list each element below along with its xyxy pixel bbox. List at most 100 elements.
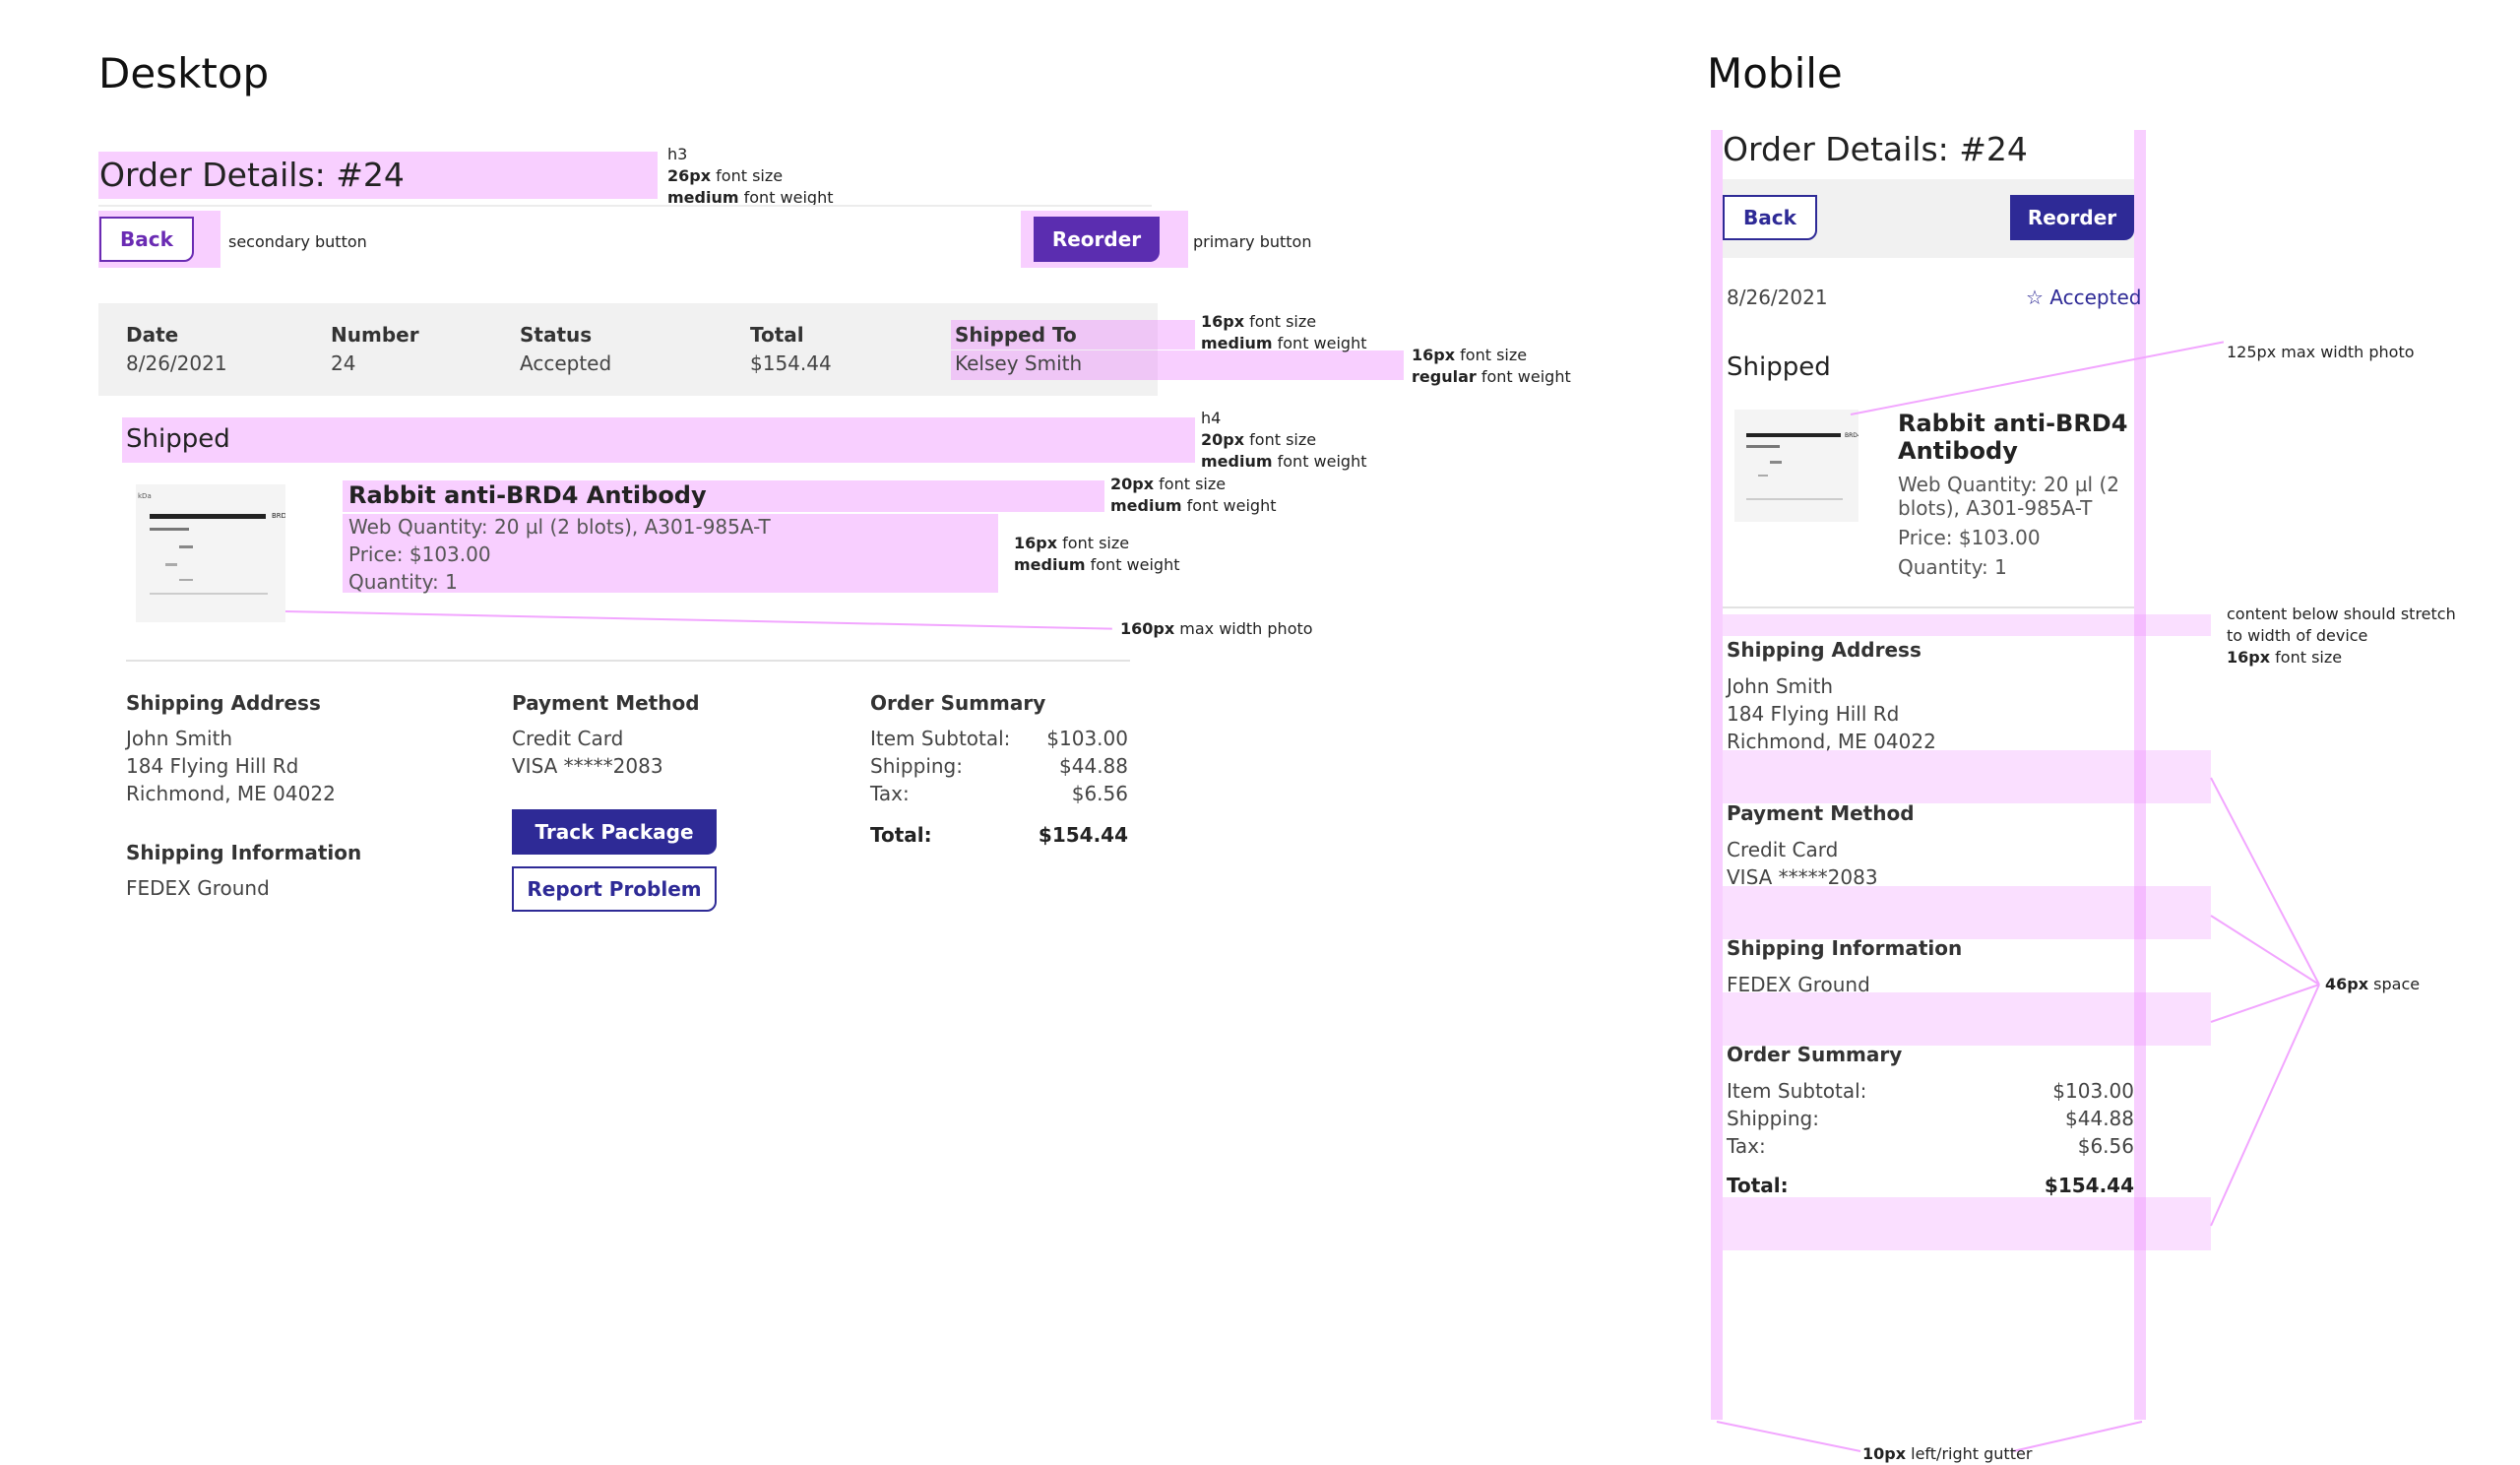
mobile-shipping-address-line1: 184 Flying Hill Rd bbox=[1727, 702, 1900, 726]
stretch-indicator bbox=[1723, 614, 2211, 636]
right-gutter bbox=[2134, 130, 2146, 1420]
mobile-total-row: Total: $154.44 bbox=[1727, 1174, 2134, 1197]
annotation-h3: h3 26px font size medium font weight bbox=[667, 145, 834, 207]
number-value: 24 bbox=[331, 351, 356, 375]
number-label: Number bbox=[331, 323, 419, 347]
shipped-heading: Shipped bbox=[126, 424, 230, 454]
header-rule bbox=[98, 205, 1152, 207]
mobile-shipping-value: $44.88 bbox=[2065, 1107, 2134, 1130]
gutter-callout-lines bbox=[1716, 1421, 2143, 1452]
product-price: Price: $103.00 bbox=[348, 542, 491, 566]
total-value: $154.44 bbox=[750, 351, 832, 375]
total-label: Total bbox=[750, 323, 804, 347]
report-problem-button[interactable]: Report Problem bbox=[512, 866, 717, 912]
annotation-shipped-to-value: 16px font size regular font weight bbox=[1412, 346, 1571, 386]
tax-value: $6.56 bbox=[1071, 782, 1128, 805]
mobile-total-value: $154.44 bbox=[2044, 1174, 2134, 1197]
mobile-product-quantity: Quantity: 1 bbox=[1898, 555, 2007, 579]
mobile-date-value: 8/26/2021 bbox=[1727, 286, 1828, 309]
order-summary-label: Order Summary bbox=[870, 691, 1046, 715]
payment-method-value: Credit Card bbox=[512, 727, 624, 750]
reorder-button[interactable]: Reorder bbox=[1034, 217, 1160, 262]
product-name: Rabbit anti-BRD4 Antibody bbox=[348, 481, 707, 509]
mobile-product-photo: BRD4 bbox=[1734, 410, 1858, 522]
summary-total-value: $154.44 bbox=[1038, 823, 1128, 847]
svg-text:BRD4: BRD4 bbox=[272, 512, 285, 520]
product-photo: kDa BRD4 bbox=[136, 484, 285, 622]
payment-method-label: Payment Method bbox=[512, 691, 700, 715]
highlight-shipped-to-value bbox=[951, 350, 1404, 380]
annotation-mobile-photo-width: 125px max width photo bbox=[2227, 343, 2415, 361]
subtotal-value: $103.00 bbox=[1046, 727, 1128, 750]
mobile-shipped-heading: Shipped bbox=[1727, 352, 1831, 382]
mobile-shipping-address-label: Shipping Address bbox=[1727, 638, 1922, 662]
date-label: Date bbox=[126, 323, 179, 347]
photo-callout-line bbox=[284, 610, 1112, 630]
star-icon: ☆ bbox=[2026, 286, 2044, 309]
mobile-tax-label: Tax: bbox=[1727, 1134, 1766, 1158]
mobile-status: ☆ Accepted bbox=[2026, 286, 2141, 309]
shipping-address-line2: Richmond, ME 04022 bbox=[126, 782, 336, 805]
status-label: Status bbox=[520, 323, 593, 347]
mobile-total-label: Total: bbox=[1727, 1174, 1789, 1197]
date-value: 8/26/2021 bbox=[126, 351, 227, 375]
status-value: Accepted bbox=[520, 351, 612, 375]
mobile-photo-callout-line bbox=[1850, 341, 2225, 415]
page-title: Order Details: #24 bbox=[99, 156, 405, 194]
shipping-info-value: FEDEX Ground bbox=[126, 876, 270, 900]
back-button[interactable]: Back bbox=[99, 217, 194, 262]
mobile-shipping-info-label: Shipping Information bbox=[1727, 936, 1963, 960]
mobile-subtotal-value: $103.00 bbox=[2052, 1079, 2134, 1103]
mobile-section-divider bbox=[1723, 606, 2134, 608]
mobile-status-value: Accepted bbox=[2049, 286, 2142, 309]
annotation-gutter: 10px left/right gutter bbox=[1862, 1444, 2033, 1463]
spacer-4 bbox=[1723, 1197, 2211, 1250]
highlight-product-name bbox=[343, 480, 1104, 512]
mobile-order-summary-label: Order Summary bbox=[1727, 1043, 1903, 1066]
mobile-tax-value: $6.56 bbox=[2077, 1134, 2134, 1158]
mobile-reorder-button[interactable]: Reorder bbox=[2010, 195, 2134, 240]
product-web-quantity: Web Quantity: 20 µl (2 blots), A301-985A… bbox=[348, 515, 771, 539]
mobile-shipping-address-name: John Smith bbox=[1727, 674, 1834, 698]
spacer-3 bbox=[1723, 992, 2211, 1046]
svg-text:kDa: kDa bbox=[138, 492, 152, 500]
annotation-space: 46px space bbox=[2325, 975, 2421, 993]
summary-tax-row: Tax: $6.56 bbox=[870, 782, 1128, 805]
product-quantity: Quantity: 1 bbox=[348, 570, 458, 594]
summary-subtotal-row: Item Subtotal: $103.00 bbox=[870, 727, 1128, 750]
mobile-western-blot-image: BRD4 bbox=[1734, 410, 1858, 522]
highlight-product-details bbox=[343, 514, 998, 593]
svg-text:BRD4: BRD4 bbox=[1845, 432, 1858, 439]
summary-shipping-row: Shipping: $44.88 bbox=[870, 754, 1128, 778]
shipped-to-label: Shipped To bbox=[955, 323, 1077, 347]
annotation-secondary-button: secondary button bbox=[228, 232, 367, 251]
mobile-tax-row: Tax: $6.56 bbox=[1727, 1134, 2134, 1158]
shipping-address-line1: 184 Flying Hill Rd bbox=[126, 754, 299, 778]
mobile-shipping-address-line2: Richmond, ME 04022 bbox=[1727, 730, 1936, 753]
mobile-shipping-info-value: FEDEX Ground bbox=[1727, 973, 1870, 996]
shipping-info-label: Shipping Information bbox=[126, 841, 362, 864]
shipping-address-name: John Smith bbox=[126, 727, 233, 750]
annotation-photo-width: 160px max width photo bbox=[1120, 619, 1313, 638]
mobile-product-name: Rabbit anti-BRD4 Antibody bbox=[1898, 410, 2128, 465]
mobile-shipping-row: Shipping: $44.88 bbox=[1727, 1107, 2134, 1130]
shipping-label: Shipping: bbox=[870, 754, 963, 778]
mobile-subtotal-label: Item Subtotal: bbox=[1727, 1079, 1867, 1103]
highlight-h3 bbox=[98, 152, 658, 199]
mobile-payment-method-value: Credit Card bbox=[1727, 838, 1839, 861]
western-blot-image: kDa BRD4 bbox=[136, 484, 285, 622]
shipping-address-label: Shipping Address bbox=[126, 691, 321, 715]
subtotal-label: Item Subtotal: bbox=[870, 727, 1011, 750]
mobile-section-title: Mobile bbox=[1707, 49, 1843, 97]
spacer-2 bbox=[1723, 886, 2211, 939]
spacer-1 bbox=[1723, 750, 2211, 803]
summary-total-label: Total: bbox=[870, 823, 932, 847]
annotation-primary-button: primary button bbox=[1193, 232, 1312, 251]
shipping-value: $44.88 bbox=[1059, 754, 1128, 778]
desktop-section-title: Desktop bbox=[98, 49, 270, 97]
track-package-button[interactable]: Track Package bbox=[512, 809, 717, 855]
annotation-shipped-to-label: 16px font size medium font weight bbox=[1201, 312, 1367, 352]
mobile-shipping-label: Shipping: bbox=[1727, 1107, 1819, 1130]
order-info-bar bbox=[98, 303, 1158, 396]
mobile-back-button[interactable]: Back bbox=[1723, 195, 1817, 240]
